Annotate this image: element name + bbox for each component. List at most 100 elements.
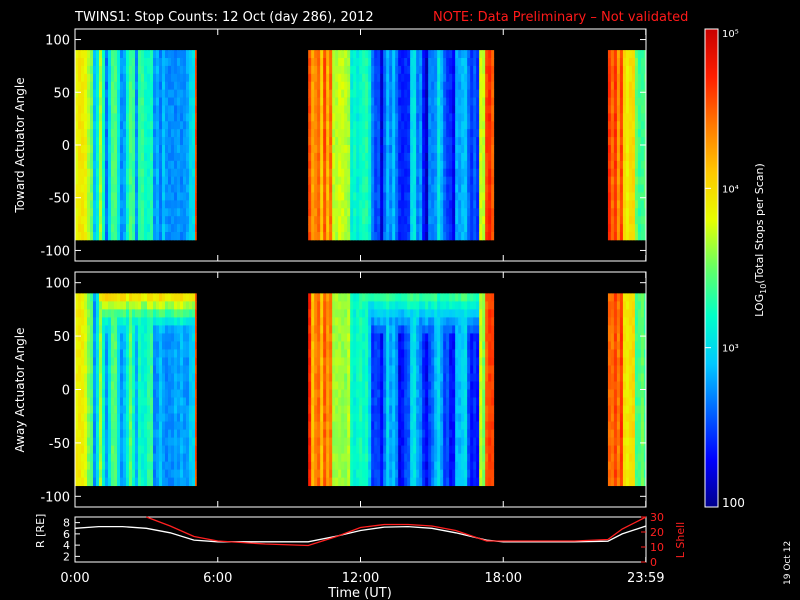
heatmap-cell bbox=[84, 317, 88, 326]
heatmap-cell bbox=[186, 145, 190, 154]
heatmap-cell bbox=[437, 192, 441, 201]
heatmap-cell bbox=[192, 365, 196, 374]
heatmap-cell bbox=[485, 152, 489, 162]
heatmap-cell bbox=[150, 437, 154, 446]
heatmap-cell bbox=[395, 145, 399, 154]
heatmap-cell bbox=[386, 89, 390, 98]
heatmap-cell bbox=[317, 293, 321, 302]
heatmap-cell bbox=[413, 58, 417, 67]
heatmap-cell bbox=[341, 73, 345, 83]
heatmap-cell bbox=[422, 325, 426, 334]
heatmap-cell bbox=[377, 461, 381, 471]
heatmap-cell bbox=[326, 176, 330, 185]
heatmap-cell bbox=[329, 341, 333, 350]
heatmap-cell bbox=[320, 309, 324, 318]
heatmap-cell bbox=[398, 461, 402, 471]
heatmap-cell bbox=[488, 97, 492, 106]
heatmap-cell bbox=[628, 121, 633, 130]
heatmap-cell bbox=[75, 176, 79, 185]
heatmap-cell bbox=[428, 81, 432, 91]
heatmap-cell bbox=[643, 224, 647, 233]
heatmap-cell bbox=[482, 160, 486, 170]
heatmap-cell bbox=[419, 373, 423, 382]
heatmap-cell bbox=[485, 113, 489, 122]
heatmap-cell bbox=[75, 461, 79, 471]
heatmap-cell bbox=[619, 160, 624, 170]
heatmap-cell bbox=[141, 176, 145, 185]
heatmap-cell bbox=[162, 129, 166, 138]
heatmap-cell bbox=[422, 192, 426, 201]
heatmap-cell bbox=[162, 309, 166, 318]
heatmap-cell bbox=[135, 145, 139, 154]
heatmap-cell bbox=[183, 461, 187, 471]
heatmap-cell bbox=[195, 389, 197, 398]
heatmap-cell bbox=[422, 333, 426, 342]
heatmap-cell bbox=[329, 413, 333, 422]
heatmap-cell bbox=[461, 200, 465, 209]
heatmap-cell bbox=[111, 232, 115, 241]
heatmap-cell bbox=[153, 224, 157, 233]
heatmap-cell bbox=[449, 184, 453, 193]
heatmap-cell bbox=[317, 317, 321, 326]
heatmap-cell bbox=[114, 65, 118, 75]
heatmap-cell bbox=[147, 184, 151, 193]
heatmap-cell bbox=[87, 453, 91, 463]
heatmap-cell bbox=[111, 317, 115, 326]
heatmap-cell bbox=[350, 405, 354, 414]
heatmap-cell bbox=[407, 97, 411, 106]
heatmap-cell bbox=[482, 121, 486, 130]
heatmap-cell bbox=[380, 224, 384, 233]
heatmap-cell bbox=[329, 293, 333, 302]
heatmap-cell bbox=[144, 216, 148, 225]
heatmap-cell bbox=[401, 413, 405, 422]
heatmap-cell bbox=[431, 405, 435, 414]
heatmap-cell bbox=[165, 176, 169, 185]
heatmap-cell bbox=[192, 357, 196, 366]
heatmap-cell bbox=[416, 224, 420, 233]
heatmap-cell bbox=[168, 421, 172, 430]
heatmap-cell bbox=[356, 413, 360, 422]
heatmap-cell bbox=[323, 349, 327, 358]
heatmap-cell bbox=[168, 113, 172, 122]
heatmap-cell bbox=[126, 129, 130, 138]
heatmap-cell bbox=[628, 160, 633, 170]
heatmap-cell bbox=[449, 129, 453, 138]
heatmap-cell bbox=[479, 81, 483, 91]
heatmap-cell bbox=[640, 137, 645, 146]
heatmap-cell bbox=[153, 200, 157, 209]
heatmap-cell bbox=[165, 73, 169, 83]
heatmap-cell bbox=[135, 50, 139, 59]
heatmap-cell bbox=[380, 105, 384, 114]
heatmap-cell bbox=[607, 160, 612, 170]
heatmap-cell bbox=[177, 341, 181, 350]
heatmap-cell bbox=[428, 129, 432, 138]
heatmap-cell bbox=[422, 145, 426, 154]
heatmap-cell bbox=[81, 429, 85, 438]
heatmap-cell bbox=[75, 445, 79, 454]
heatmap-cell bbox=[129, 160, 133, 170]
heatmap-cell bbox=[192, 216, 196, 225]
heatmap-cell bbox=[634, 105, 639, 114]
heatmap-cell bbox=[78, 301, 82, 310]
heatmap-cell bbox=[398, 89, 402, 98]
heatmap-cell bbox=[162, 445, 166, 454]
heatmap-cell bbox=[320, 129, 324, 138]
heatmap-cell bbox=[428, 477, 432, 487]
heatmap-cell bbox=[467, 152, 471, 162]
heatmap-cell bbox=[126, 381, 130, 390]
heatmap-cell bbox=[380, 50, 384, 59]
heatmap-cell bbox=[383, 168, 387, 178]
heatmap-cell bbox=[407, 365, 411, 374]
heatmap-cell bbox=[476, 216, 480, 225]
heatmap-cell bbox=[120, 429, 124, 438]
heatmap-cell bbox=[613, 65, 618, 75]
heatmap-cell bbox=[180, 58, 184, 67]
heatmap-cell bbox=[395, 113, 399, 122]
heatmap-cell bbox=[323, 89, 327, 98]
heatmap-cell bbox=[359, 341, 363, 350]
heatmap-cell bbox=[452, 453, 456, 463]
heatmap-cell bbox=[180, 469, 184, 479]
heatmap-cell bbox=[368, 333, 372, 342]
heatmap-cell bbox=[150, 160, 154, 170]
heatmap-cell bbox=[117, 301, 121, 310]
